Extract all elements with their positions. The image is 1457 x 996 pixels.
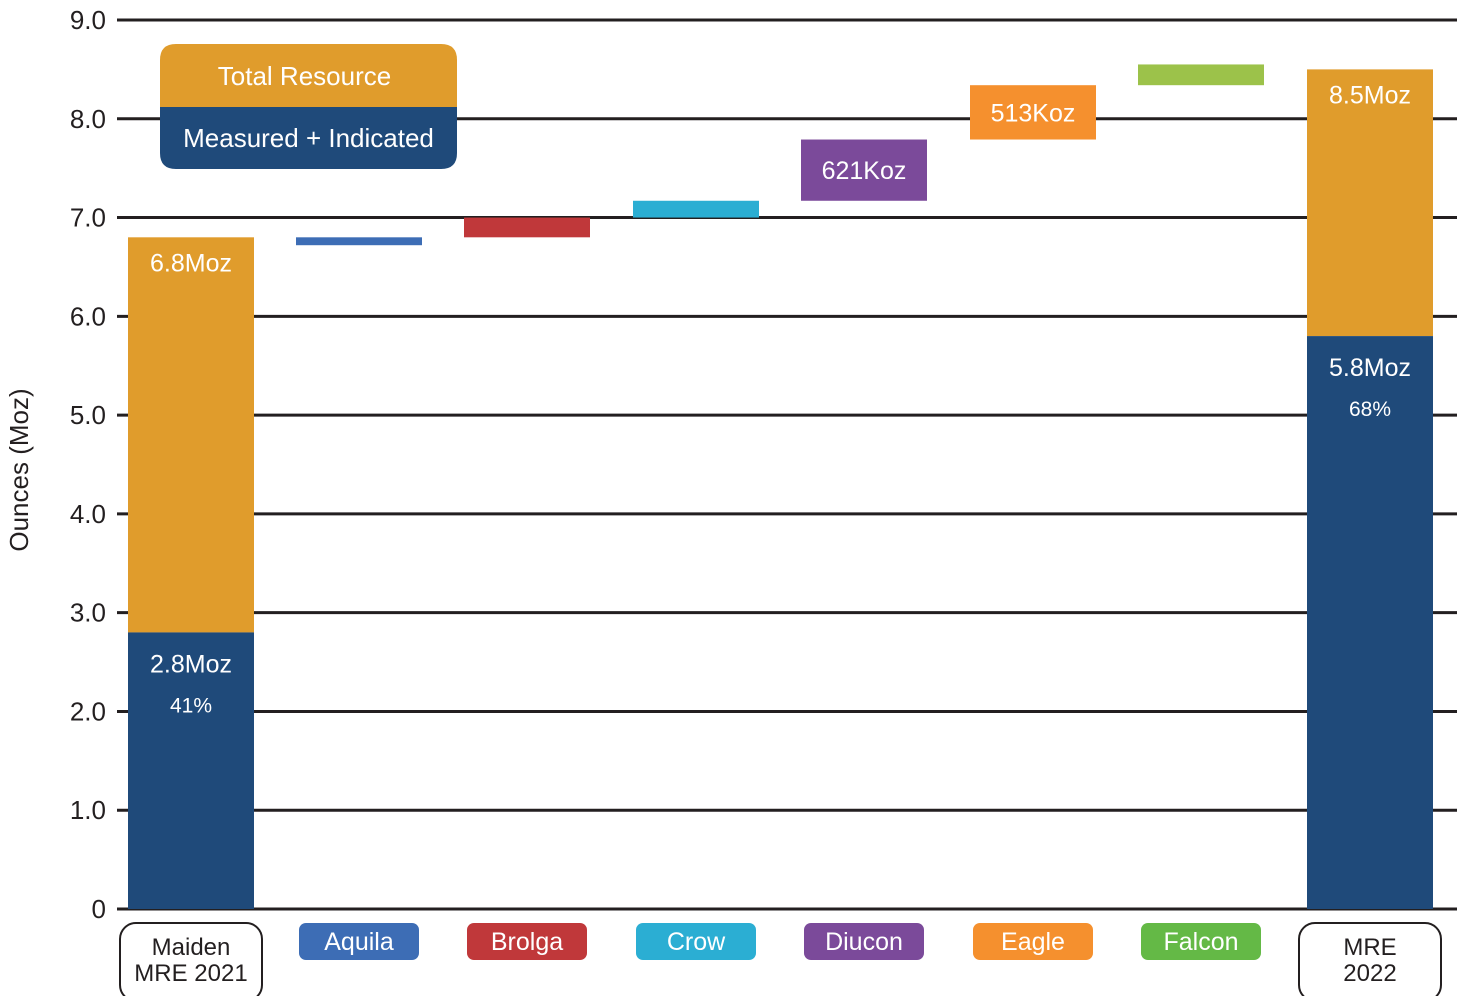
gridlines <box>117 18 1457 911</box>
mi-percent-label: 41% <box>170 694 212 717</box>
increment-bar-brolga <box>464 217 590 238</box>
x-axis-categories: Aquila Brolga Crow Diucon Eagle FalconMaidenM… <box>119 922 1442 996</box>
x-tick-label: 2022 <box>1343 960 1396 987</box>
y-tick-label: 4.0 <box>70 499 106 529</box>
x-tick-label: Diucon <box>825 928 903 956</box>
increment-value-label: 513Koz <box>991 99 1076 127</box>
total-value-label: 6.8Moz <box>150 249 232 277</box>
y-tick-label: 9.0 <box>70 5 106 35</box>
category-pill <box>973 923 1093 960</box>
category-pill <box>1141 923 1261 960</box>
x-tick-label: Eagle <box>1001 928 1065 956</box>
x-tick-label: MRE 2021 <box>134 960 247 987</box>
category-box <box>119 922 263 996</box>
y-tick-label: 7.0 <box>70 203 106 233</box>
y-tick-label: 2.0 <box>70 696 106 726</box>
increment-value-label: 621Koz <box>822 157 907 185</box>
category-pill <box>636 923 756 960</box>
y-axis-title: Ounces (Moz) <box>4 388 34 551</box>
category-pill <box>299 923 419 960</box>
category-pill <box>804 923 924 960</box>
total-value-label: 8.5Moz <box>1329 81 1411 109</box>
y-tick-label: 8.0 <box>70 104 106 134</box>
legend-label: Total Resource <box>218 61 391 91</box>
category-pill <box>467 923 587 960</box>
measured-indicated-bar <box>128 632 254 909</box>
increment-bar-diucon <box>801 139 927 201</box>
legend-total-resource-swatch <box>160 44 457 107</box>
measured-indicated-bar <box>1307 336 1433 910</box>
x-tick-label: Aquila <box>324 928 394 956</box>
bars <box>128 64 1433 910</box>
increment-bar-eagle <box>970 85 1096 140</box>
data-labels: 6.8Moz 2.8Moz 41% 8.5Moz 5.8Moz 68% 621Koz 513K… <box>150 81 1411 717</box>
increment-bar-falcon <box>1138 64 1264 86</box>
y-tick-label: 1.0 <box>70 795 106 825</box>
legend-label: Measured + Indicated <box>183 123 434 153</box>
x-tick-label: Crow <box>667 928 726 956</box>
mi-value-label: 2.8Moz <box>150 650 232 678</box>
mi-value-label: 5.8Moz <box>1329 354 1411 382</box>
y-tick-label: 3.0 <box>70 598 106 628</box>
y-tick-label: 0 <box>92 894 106 924</box>
legend-measured-indicated-swatch <box>160 107 457 169</box>
y-tick-label: 6.0 <box>70 301 106 331</box>
x-tick-label: Maiden <box>152 934 231 961</box>
x-tick-label: Falcon <box>1163 928 1238 956</box>
y-axis: 0 1.0 2.0 3.0 4.0 5.0 6.0 7.0 8.0 9.0 <box>70 5 106 924</box>
x-tick-label: Brolga <box>491 928 563 956</box>
x-tick-label: MRE <box>1343 934 1396 961</box>
y-tick-label: 5.0 <box>70 400 106 430</box>
mi-percent-label: 68% <box>1349 398 1391 421</box>
total-resource-bar <box>128 237 254 633</box>
category-box <box>1298 922 1442 996</box>
legend: Total Resource Measured + Indicated <box>160 44 457 169</box>
increment-bar-crow <box>633 200 759 218</box>
increment-bar-aquila <box>296 237 422 246</box>
total-resource-bar <box>1307 69 1433 337</box>
